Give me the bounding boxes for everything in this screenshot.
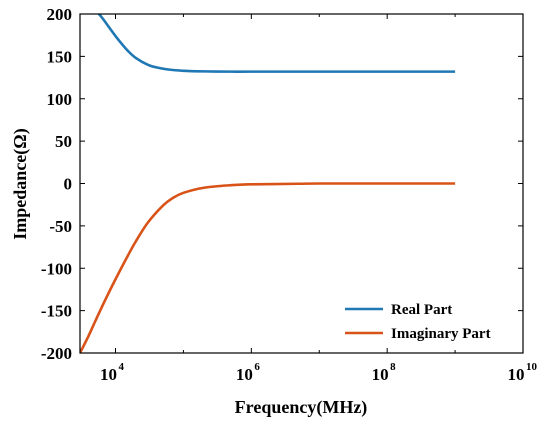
y-tick-label: 150 — [47, 47, 73, 66]
series-line-real-part — [97, 14, 456, 73]
y-tick-label: 0 — [64, 175, 73, 194]
x-tick-exponent: 6 — [254, 361, 260, 373]
series-line-imaginary-part — [80, 182, 456, 353]
y-tick-label: -100 — [41, 259, 72, 278]
y-tick-label: -50 — [49, 217, 72, 236]
y-axis-label: Impedance(Ω) — [10, 128, 31, 239]
y-tick-label: -200 — [41, 344, 72, 363]
x-tick-exponent: 4 — [119, 361, 125, 373]
x-tick-base: 10 — [100, 365, 117, 384]
x-tick-exponent: 10 — [526, 361, 538, 373]
x-tick-label: 10 4 — [100, 361, 125, 384]
x-tick-base: 10 — [236, 365, 253, 384]
x-tick-base: 10 — [372, 365, 389, 384]
x-tick-label: 10 10 — [508, 361, 538, 384]
x-tick-label: 10 8 — [372, 361, 397, 384]
x-axis-label: Frequency(MHz) — [235, 397, 368, 418]
y-tick-label: -150 — [41, 302, 72, 321]
y-tick-label: 200 — [47, 5, 73, 24]
x-tick-base: 10 — [508, 365, 525, 384]
legend: Real Part Imaginary Part — [345, 302, 491, 342]
series-layer — [80, 14, 456, 353]
x-tick-exponent: 8 — [390, 361, 396, 373]
x-tick-label: 10 6 — [236, 361, 261, 384]
legend-label: Real Part — [391, 302, 452, 318]
legend-label: Imaginary Part — [391, 326, 491, 342]
y-tick-label: 50 — [55, 132, 72, 151]
y-tick-label: 100 — [47, 90, 73, 109]
